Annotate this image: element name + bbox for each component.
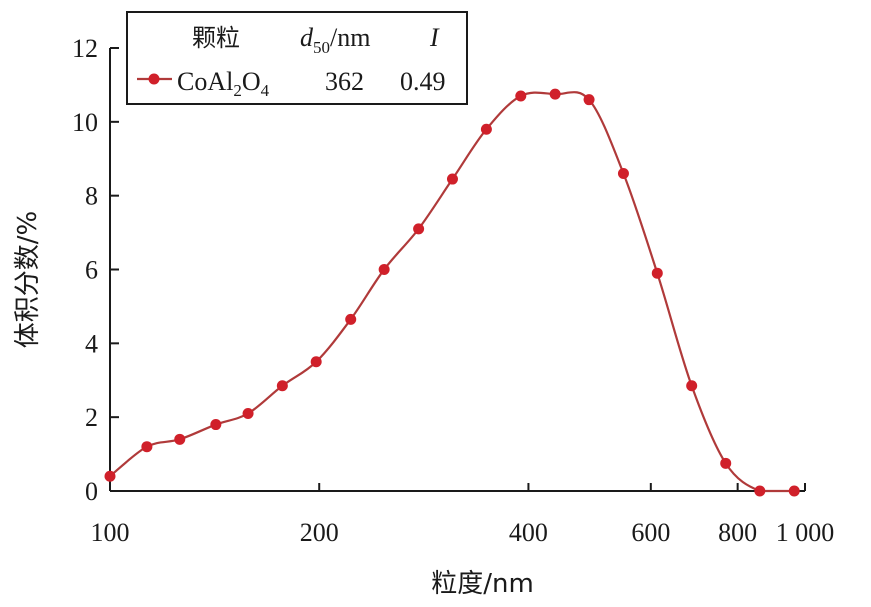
data-points <box>104 88 800 497</box>
data-point <box>617 168 629 180</box>
legend-header-particle: 颗粒 <box>192 24 240 52</box>
legend-series-d50: 362 <box>325 67 364 96</box>
data-point <box>720 457 732 469</box>
y-tick-label: 2 <box>85 403 98 432</box>
legend-header-d50: d50/nm <box>300 23 370 57</box>
data-point <box>754 485 766 497</box>
series-line <box>109 91 795 493</box>
data-point <box>210 419 222 431</box>
legend-series-name: CoAl2O4 <box>177 67 270 100</box>
legend-point-marker <box>148 73 160 85</box>
data-point <box>651 267 663 279</box>
y-tick-label: 8 <box>85 182 98 211</box>
x-tick-label: 600 <box>631 518 670 547</box>
y-axis-title: 体积分数/% <box>13 211 43 348</box>
data-point <box>276 380 288 392</box>
x-axis-title: 粒度/nm <box>431 569 534 599</box>
data-point <box>141 441 153 453</box>
x-ticks: 100 200 400 600 800 1 000 <box>91 483 835 547</box>
x-tick-label: 1 000 <box>776 518 835 547</box>
data-point <box>413 223 425 235</box>
data-point <box>446 173 458 185</box>
data-point <box>686 380 698 392</box>
legend-series-i: 0.49 <box>400 67 446 96</box>
x-tick-label: 100 <box>91 518 130 547</box>
y-tick-label: 6 <box>85 256 98 285</box>
x-tick-label: 800 <box>718 518 757 547</box>
y-tick-label: 10 <box>72 108 98 137</box>
y-tick-label: 0 <box>85 477 98 506</box>
data-point <box>174 433 186 445</box>
data-point <box>242 407 254 419</box>
data-point <box>345 313 357 325</box>
x-tick-label: 400 <box>509 518 548 547</box>
data-point <box>788 485 800 497</box>
data-point <box>378 264 390 275</box>
data-point <box>480 123 492 135</box>
y-tick-label: 12 <box>72 34 98 63</box>
legend-box <box>126 11 468 105</box>
data-point <box>310 356 322 368</box>
data-point <box>549 88 561 100</box>
x-tick-label: 200 <box>300 518 339 547</box>
legend: 颗粒 d50/nm I CoAl2O4 362 0.49 <box>126 11 468 105</box>
y-ticks: 0 2 4 6 8 10 12 <box>72 34 119 506</box>
data-point <box>104 470 116 482</box>
data-point <box>515 90 527 102</box>
legend-header-i: I <box>429 23 440 52</box>
data-point <box>583 94 595 106</box>
y-tick-label: 4 <box>85 329 98 358</box>
